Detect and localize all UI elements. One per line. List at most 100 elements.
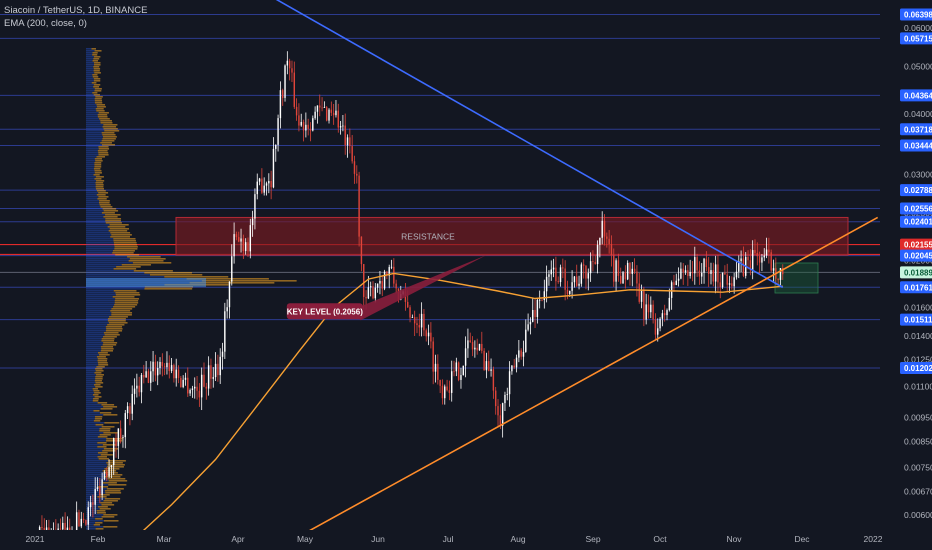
candle-body	[430, 332, 432, 342]
candle-body	[738, 261, 740, 272]
volume-bar-down	[103, 472, 118, 474]
candle-body	[552, 267, 555, 270]
candle-body	[207, 365, 210, 389]
volume-poc-bar	[86, 278, 206, 287]
time-tick-label: May	[297, 534, 314, 544]
volume-bar-down	[102, 482, 117, 484]
volume-bar-up	[86, 102, 95, 104]
volume-bar-down	[96, 366, 105, 368]
volume-bar-up	[86, 164, 95, 166]
candle-body	[703, 258, 705, 273]
candle-body	[631, 268, 634, 274]
volume-bar-down	[94, 102, 103, 104]
volume-bar-up	[86, 436, 98, 438]
candle-body	[733, 277, 735, 287]
candle-body	[694, 257, 696, 274]
volume-bar-down	[106, 438, 123, 440]
volume-bar-down	[95, 376, 103, 378]
candle-body	[268, 181, 270, 184]
volume-bar-down	[104, 468, 120, 470]
candle-body	[740, 258, 742, 262]
candle-body	[675, 280, 677, 286]
volume-bar-up	[86, 82, 92, 84]
candle-body	[622, 272, 624, 284]
volume-bar-down	[144, 288, 193, 290]
candle-body	[150, 371, 152, 383]
candle-body	[166, 362, 168, 368]
candle-body	[619, 275, 622, 284]
price-axis: 0.06000 0.05000 0.04000 0.03444 0.03000 0.025…	[880, 0, 932, 550]
volume-bar-down	[103, 210, 119, 212]
candle-body	[457, 362, 460, 380]
candle-body	[761, 257, 763, 263]
candle-body	[529, 321, 532, 325]
candle-body	[629, 262, 631, 274]
volume-bar-up	[86, 414, 104, 416]
volume-bar-up	[86, 526, 104, 528]
volume-bar-up	[86, 138, 103, 140]
volume-bar-down	[98, 148, 110, 150]
price-level-tag-label: 0.05715	[904, 34, 932, 43]
volume-bar-down	[93, 56, 101, 58]
volume-bar-up	[86, 252, 113, 254]
time-axis: 2021 Feb Mar Apr May Jun Jul Aug Sep Oct Nov Dec 202…	[0, 530, 932, 550]
price-level-tag	[900, 281, 932, 294]
candle-body	[360, 236, 363, 265]
volume-bar-down	[98, 154, 109, 156]
volume-bar-up	[86, 422, 105, 424]
volume-bar-up	[86, 130, 105, 132]
volume-bar-down	[100, 122, 113, 124]
candle-body	[38, 527, 41, 530]
volume-bar-up	[86, 442, 98, 444]
price-tick-label: 0.05000	[904, 62, 932, 72]
candle-body	[295, 106, 298, 116]
volume-bar-up	[86, 190, 97, 192]
volume-bar-up	[86, 144, 102, 146]
price-level-tag-label: 0.02401	[904, 218, 932, 227]
volume-bar-down	[103, 514, 118, 516]
candle-body	[249, 225, 252, 252]
volume-bar-down	[98, 364, 109, 366]
volume-bar-up	[86, 312, 112, 314]
volume-bar-down	[96, 510, 106, 512]
candle-body	[726, 274, 728, 285]
volume-bar-down	[98, 192, 109, 194]
volume-bar-up	[86, 510, 97, 512]
candle-body	[608, 238, 610, 245]
price-tick-label: 0.01400	[904, 331, 932, 341]
candle-body	[624, 272, 627, 280]
candle-body	[305, 124, 307, 131]
candle-body	[645, 304, 647, 320]
candle-body	[101, 479, 103, 496]
volume-bar-up	[86, 254, 116, 256]
volume-bar-down	[101, 340, 115, 342]
volume-bar-up	[86, 154, 99, 156]
volume-bar-down	[100, 408, 113, 410]
volume-bar-down	[99, 428, 111, 430]
candle-body	[677, 278, 680, 281]
time-tick-label: Jun	[371, 534, 385, 544]
price-tick-label: 0.01100	[904, 382, 932, 392]
volume-bar-up	[86, 250, 113, 252]
volume-bar-down	[100, 350, 114, 352]
candle-body	[578, 283, 580, 286]
volume-bar-down	[92, 74, 98, 76]
candle-body	[717, 264, 719, 283]
volume-bar-up	[86, 94, 94, 96]
volume-bar-down	[95, 160, 103, 162]
candle-body	[747, 256, 749, 261]
candle-body	[538, 299, 541, 301]
symbol-title[interactable]: Siacoin / TetherUS, 1D, BINANCE	[4, 5, 148, 16]
candle-body	[782, 268, 784, 275]
candle-body	[300, 121, 302, 126]
volume-bar-down	[110, 310, 131, 312]
volume-bar-down	[94, 380, 102, 382]
volume-bar-up	[86, 330, 106, 332]
volume-bar-down	[101, 404, 115, 406]
volume-bar-up	[86, 372, 95, 374]
indicator-label[interactable]: EMA (200, close, 0)	[4, 18, 87, 29]
candle-body	[346, 137, 349, 146]
volume-bar-down	[111, 308, 133, 310]
volume-bar-up	[86, 86, 94, 88]
